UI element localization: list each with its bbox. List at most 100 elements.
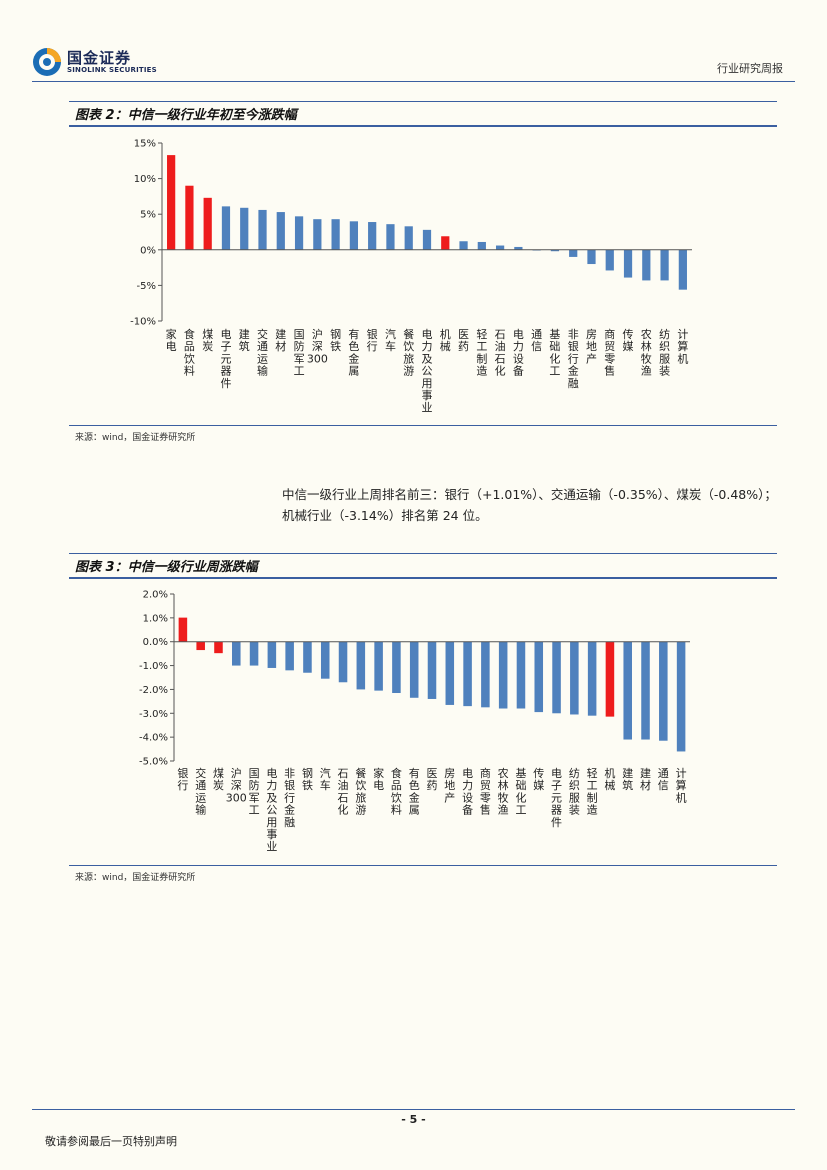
figure3-bar — [303, 641, 312, 673]
figure2-bar — [623, 249, 633, 278]
figure2-bar — [331, 219, 340, 250]
figure2-y-tick-label: -10% — [130, 317, 156, 328]
figure3-bar — [338, 641, 348, 683]
figure3-bar — [320, 641, 330, 679]
figure2-bar — [459, 241, 468, 250]
figure3-x-tick-label: 非银行金融 — [284, 767, 295, 829]
figure3-bar — [605, 641, 615, 717]
figure3-x-tick-label: 食品饮料 — [391, 766, 402, 817]
figure3-x-tick-label: 轻工制造 — [587, 766, 598, 817]
figure2-x-tick-label: 银行 — [367, 327, 378, 353]
figure3-bar — [481, 641, 490, 708]
figure3-bar — [356, 641, 366, 690]
figure2-title-rule — [69, 125, 777, 127]
figure2-x-tick-label: 商贸零售 — [604, 327, 615, 378]
figure2-bar — [349, 221, 359, 250]
figure3-bar — [534, 641, 544, 713]
figure3-bar — [409, 641, 419, 698]
footer-disclaimer: 敬请参阅最后一页特别声明 — [45, 1135, 177, 1148]
figure3-x-tick-label: 餐饮旅游 — [355, 766, 366, 817]
figure3-bar — [659, 641, 668, 741]
figure3-x-tick-label: 家电 — [373, 766, 384, 792]
figure2-x-tick-label: 电子元器件 — [220, 328, 231, 390]
figure3-x-tick-label: 有色金属 — [409, 766, 420, 817]
figure3-x-tick-label: 医药 — [427, 767, 438, 792]
figure3-bar — [267, 641, 277, 668]
figure2-bar — [660, 249, 669, 281]
figure2-x-tick-label: 餐饮旅游 — [403, 327, 414, 378]
header-divider — [32, 81, 795, 82]
figure2-x-tick-label: 农林牧渔 — [641, 327, 652, 378]
figure2-bar — [569, 249, 578, 257]
figure3-bar — [285, 641, 294, 671]
figure3-y-tick-label: 0.0% — [143, 637, 168, 648]
figure2-bar — [167, 155, 176, 250]
figure3-bar — [196, 641, 205, 651]
figure2-y-tick-label: 0% — [140, 245, 156, 256]
figure3-bar — [427, 641, 437, 699]
company-logo: 国金证券 SINOLINK SECURITIES — [32, 47, 182, 77]
figure3-x-tick-label: 电力设备 — [462, 767, 473, 817]
figure2-x-tick-label: 机械 — [440, 327, 451, 353]
figure2-x-tick-label: 沪深 300 — [307, 327, 328, 365]
figure3-x-tick-label: 通信 — [658, 767, 669, 792]
figure2-chart: 15% 10% 5% 0% -5% -10% 家电食品饮料煤炭电子元器件建筑交通运输建材国防… — [130, 139, 692, 414]
figure2-bar — [203, 197, 212, 250]
figure2-x-tick-label: 纺织服装 — [659, 327, 670, 378]
figure3-source: 来源：wind，国金证券研究所 — [75, 873, 196, 883]
figure2-x-tick-label: 食品饮料 — [184, 327, 195, 378]
figure3-bottom-rule — [69, 865, 777, 866]
figure2-x-tick-label: 汽车 — [385, 327, 396, 353]
figure3-chart: 2.0% 1.0% 0.0% -1.0% -2.0% -3.0% -4.0% -5.0% 银行交… — [139, 590, 690, 853]
figure3-top-rule — [69, 553, 777, 554]
figure3-bar — [623, 641, 632, 740]
figure3-bar — [570, 641, 579, 715]
figure2-bar — [605, 249, 614, 271]
figure3-x-tick-label: 煤炭 — [213, 767, 224, 792]
figure2-x-tick-label: 建筑 — [239, 327, 250, 353]
figure2-bottom-rule — [69, 425, 777, 426]
figure2-x-tick-label: 房地产 — [586, 328, 597, 365]
figure3-x-tick-label: 传媒 — [533, 767, 544, 792]
figure3-bar — [214, 641, 223, 654]
figure3-bar — [516, 641, 526, 709]
figure3-bar — [676, 641, 686, 752]
figure2-bar — [258, 209, 267, 250]
figure3-title-rule — [69, 577, 777, 579]
figure3-x-tick-label: 机械 — [604, 766, 615, 792]
logo-mark-icon — [33, 48, 61, 76]
figure2-x-tick-label: 传媒 — [623, 328, 634, 353]
figure2-bar — [550, 249, 560, 252]
figure2-x-tick-label: 医药 — [458, 328, 469, 353]
figure3-bar — [249, 641, 259, 666]
figure3-bar — [178, 617, 188, 642]
figure3-x-tick-label: 农林牧渔 — [498, 766, 509, 817]
figure3-x-tick-label: 纺织服装 — [569, 766, 580, 817]
figure2-bar — [368, 222, 377, 250]
figure3-x-tick-label: 电力及公用事业 — [266, 767, 277, 853]
figure2-y-tick-label: 15% — [134, 139, 156, 150]
figure2-x-tick-label: 计算机 — [677, 328, 688, 365]
figure2-x-tick-label: 煤炭 — [202, 328, 213, 353]
figure3-y-tick-label: -4.0% — [139, 733, 168, 744]
figure2-bar — [294, 216, 304, 250]
figure2-bar — [678, 249, 687, 290]
figure3-bar — [392, 641, 401, 694]
figure2-bar — [477, 241, 486, 250]
figure3-x-tick-label: 基础化工 — [515, 767, 526, 817]
figure2-x-tick-label: 基础化工 — [549, 328, 560, 378]
figure3-y-tick-label: -1.0% — [139, 661, 168, 672]
figure2-bar — [276, 212, 285, 250]
figure3-y-tick-label: -5.0% — [139, 757, 168, 768]
figure3-bar — [641, 641, 650, 740]
figure3-bar — [232, 641, 241, 666]
figure2-x-tick-label: 钢铁 — [330, 328, 341, 353]
figure2-x-tick-label: 石油石化 — [495, 328, 506, 378]
figure3-y-tick-label: 2.0% — [143, 590, 168, 601]
figure3-y-tick-label: -3.0% — [139, 709, 168, 720]
footer-divider — [32, 1109, 795, 1110]
figure3-x-tick-label: 房地产 — [444, 767, 455, 804]
figure3-title: 图表 3：中信一级行业周涨跌幅 — [75, 560, 258, 575]
figure3-x-tick-label: 商贸零售 — [480, 766, 491, 817]
figure3-bar — [445, 641, 455, 705]
